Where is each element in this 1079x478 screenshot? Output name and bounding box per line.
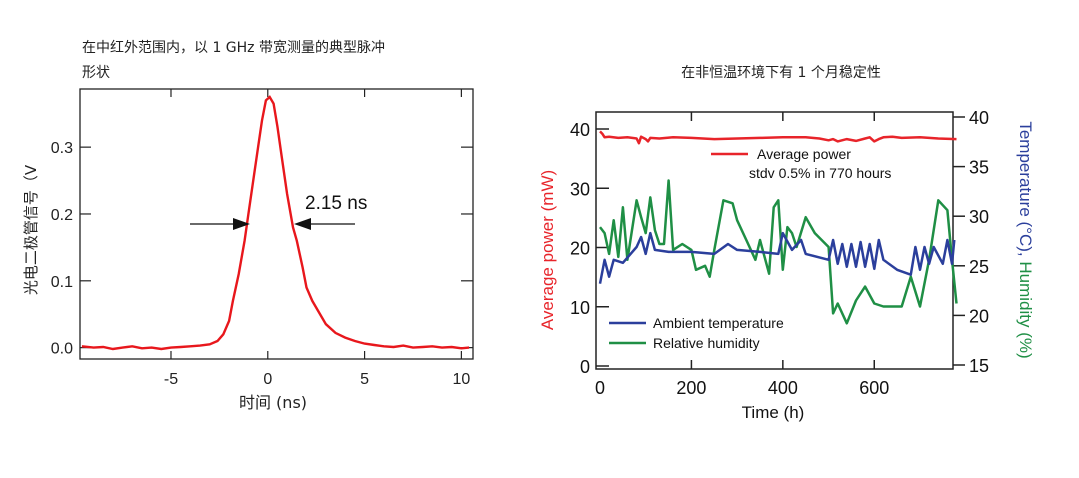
right-label-humidity: Humidity (%) xyxy=(1016,261,1035,358)
x-tick-label: 0 xyxy=(263,371,272,388)
legend-humidity-label: Relative humidity xyxy=(653,335,760,351)
pulse-x-axis-label: 时间 (ns) xyxy=(239,393,307,412)
y-tick-label: 0.3 xyxy=(51,140,73,157)
relative-humidity-series-line xyxy=(599,179,958,325)
left-y-tick-label: 30 xyxy=(570,179,590,199)
pulse-chart-title-line1: 在中红外范围内，以 1 GHz 带宽测量的典型脉冲 xyxy=(82,39,385,56)
y-tick-label: 0.0 xyxy=(51,341,73,358)
left-y-tick-label: 10 xyxy=(570,298,590,318)
pulse-chart: 在中红外范围内，以 1 GHz 带宽测量的典型脉冲 形状 -5 0 5 10 0.0 0.… xyxy=(22,39,474,412)
right-y-tick-label: 35 xyxy=(969,158,989,178)
stability-right-y-axis-label: Temperature (°C), Humidity (%) xyxy=(1016,121,1035,358)
stability-chart: 在非恒温环境下有 1 个月稳定性 0 200 400 600 0 10 20 30 40 15 20… xyxy=(538,65,1035,422)
legend-power-label: Average power xyxy=(757,146,851,162)
right-y-tick-label: 40 xyxy=(969,108,989,128)
right-label-temperature: Temperature (°C), xyxy=(1016,121,1035,261)
x-tick-label: 400 xyxy=(768,378,798,398)
pulse-chart-title-line2: 形状 xyxy=(82,65,110,81)
x-tick-label: -5 xyxy=(164,371,178,388)
y-tick-label: 0.2 xyxy=(51,207,73,224)
left-y-tick-label: 40 xyxy=(570,120,590,140)
fwhm-left-arrowhead-icon xyxy=(233,218,250,230)
fwhm-right-arrowhead-icon xyxy=(294,218,311,230)
stability-x-axis-label: Time (h) xyxy=(742,403,805,422)
stability-chart-title: 在非恒温环境下有 1 个月稳定性 xyxy=(681,65,881,81)
right-y-tick-label: 30 xyxy=(969,207,989,227)
right-y-tick-label: 15 xyxy=(969,356,989,376)
ambient-temperature-series-line xyxy=(598,231,956,284)
x-tick-label: 600 xyxy=(859,378,889,398)
legend-power-note: stdv 0.5% in 770 hours xyxy=(749,165,891,181)
x-tick-label: 200 xyxy=(676,378,706,398)
legend-temperature-label: Ambient temperature xyxy=(653,315,784,331)
right-y-tick-label: 20 xyxy=(969,306,989,326)
x-tick-label: 10 xyxy=(452,371,470,388)
y-tick-label: 0.1 xyxy=(51,274,73,291)
fwhm-label: 2.15 ns xyxy=(305,193,367,214)
fwhm-annotation: 2.15 ns xyxy=(190,193,367,230)
legend-bottom: Ambient temperature Relative humidity xyxy=(609,315,784,351)
pulse-y-axis-label: 光电二极管信号（V xyxy=(22,164,40,295)
left-y-tick-label: 0 xyxy=(580,357,590,377)
legend-top: Average power stdv 0.5% in 770 hours xyxy=(711,146,891,181)
x-tick-label: 5 xyxy=(360,371,369,388)
pulse-plot-frame xyxy=(79,88,474,360)
average-power-series-line xyxy=(599,130,957,145)
x-tick-label: 0 xyxy=(595,378,605,398)
right-y-tick-label: 25 xyxy=(969,257,989,277)
stability-left-y-axis-label: Average power (mW) xyxy=(538,170,557,330)
left-y-tick-label: 20 xyxy=(570,239,590,259)
pulse-series-line xyxy=(81,95,470,351)
